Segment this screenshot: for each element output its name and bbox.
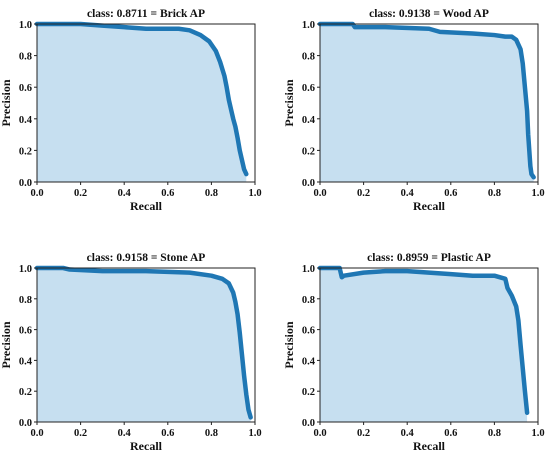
- y-tick-label: 1.0: [19, 20, 32, 31]
- x-tick-label: 0.0: [313, 428, 326, 439]
- y-tick-label: 0.2: [19, 146, 32, 157]
- y-tick-label: 0.4: [302, 356, 316, 367]
- x-tick-label: 1.0: [531, 428, 544, 439]
- y-tick-label: 0.8: [19, 295, 32, 306]
- pr-chart-2: class: 0.9138 = Wood AP 0.0 0.2 0.4 0.6 0.8 1.…: [282, 8, 545, 213]
- y-tick-label: 0.8: [302, 52, 315, 63]
- y-axis-label: Precision: [0, 321, 13, 368]
- x-tick-label: 0.4: [401, 428, 415, 439]
- y-axis-label: Precision: [0, 79, 13, 126]
- y-tick-label: 0.8: [19, 52, 32, 63]
- pr-area-fill: [320, 268, 528, 422]
- x-tick-label: 1.0: [248, 188, 261, 199]
- x-axis-label: Recall: [130, 439, 163, 453]
- x-tick-label: 0.4: [401, 188, 415, 199]
- y-axis-label: Precision: [282, 321, 296, 368]
- y-tick-label: 0.4: [302, 115, 316, 126]
- x-tick-label: 0.2: [74, 188, 87, 199]
- pr-chart-4: class: 0.8959 = Plastic AP 0.0 0.2 0.4 0.6 0.…: [282, 252, 545, 453]
- y-axis-label: Precision: [282, 79, 296, 126]
- x-tick-label: 0.0: [30, 428, 43, 439]
- x-tick-label: 1.0: [248, 428, 261, 439]
- y-tick-label: 0.6: [19, 326, 32, 337]
- pr-area-fill: [320, 24, 534, 182]
- pr-area-fill: [37, 268, 251, 422]
- plot-frame: [36, 23, 256, 183]
- plot-frame: [319, 23, 539, 183]
- y-tick-label: 0.6: [302, 83, 315, 94]
- y-tick-label: 1.0: [302, 264, 315, 275]
- x-tick-label: 0.6: [161, 188, 174, 199]
- y-tick-label: 0.0: [302, 418, 315, 429]
- y-tick-label: 0.4: [19, 115, 33, 126]
- y-tick-label: 0.2: [302, 146, 315, 157]
- x-tick-label: 1.0: [531, 188, 544, 199]
- x-tick-label: 0.4: [118, 428, 132, 439]
- pr-curve-line: [317, 265, 530, 416]
- x-tick-label: 0.6: [161, 428, 174, 439]
- y-tick-label: 0.2: [19, 387, 32, 398]
- chart-title: class: 0.9158 = Stone AP: [87, 252, 206, 264]
- y-tick-label: 0.6: [19, 83, 32, 94]
- y-tick-label: 0.8: [302, 295, 315, 306]
- y-tick-label: 1.0: [19, 264, 32, 275]
- x-tick-label: 0.8: [205, 428, 218, 439]
- y-tick-label: 0.4: [19, 356, 33, 367]
- x-axis-label: Recall: [413, 199, 446, 213]
- chart-title: class: 0.8959 = Plastic AP: [367, 252, 491, 264]
- x-tick-label: 0.6: [444, 188, 457, 199]
- pr-chart-3: class: 0.9158 = Stone AP 0.0 0.2 0.4 0.6 0.8 1…: [0, 252, 262, 453]
- x-tick-label: 0.8: [488, 188, 501, 199]
- y-tick-label: 0.0: [19, 178, 32, 189]
- x-tick-label: 0.4: [118, 188, 132, 199]
- x-tick-label: 0.2: [74, 428, 87, 439]
- plot-frame: [36, 267, 256, 423]
- x-tick-label: 0.0: [30, 188, 43, 199]
- y-tick-label: 1.0: [302, 20, 315, 31]
- x-tick-label: 0.8: [488, 428, 501, 439]
- x-tick-label: 0.2: [357, 188, 370, 199]
- y-tick-label: 0.0: [19, 418, 32, 429]
- y-tick-label: 0.0: [302, 178, 315, 189]
- pr-curve-line: [34, 21, 249, 177]
- plot-frame: [319, 267, 539, 423]
- pr-curve-line: [34, 265, 253, 420]
- x-axis-label: Recall: [130, 199, 163, 213]
- x-axis-label: Recall: [413, 439, 446, 453]
- pr-area-fill: [37, 24, 247, 182]
- pr-chart-1: class: 0.8711 = Brick AP 0.0 0.2 0.4 0.6 0.8 1…: [0, 8, 262, 213]
- x-tick-label: 0.8: [205, 188, 218, 199]
- chart-title: class: 0.9138 = Wood AP: [369, 8, 489, 20]
- x-tick-label: 0.6: [444, 428, 457, 439]
- pr-curve-line: [317, 21, 536, 180]
- chart-title: class: 0.8711 = Brick AP: [87, 8, 205, 20]
- y-tick-label: 0.6: [302, 326, 315, 337]
- x-tick-label: 0.2: [357, 428, 370, 439]
- x-tick-label: 0.0: [313, 188, 326, 199]
- y-tick-label: 0.2: [302, 387, 315, 398]
